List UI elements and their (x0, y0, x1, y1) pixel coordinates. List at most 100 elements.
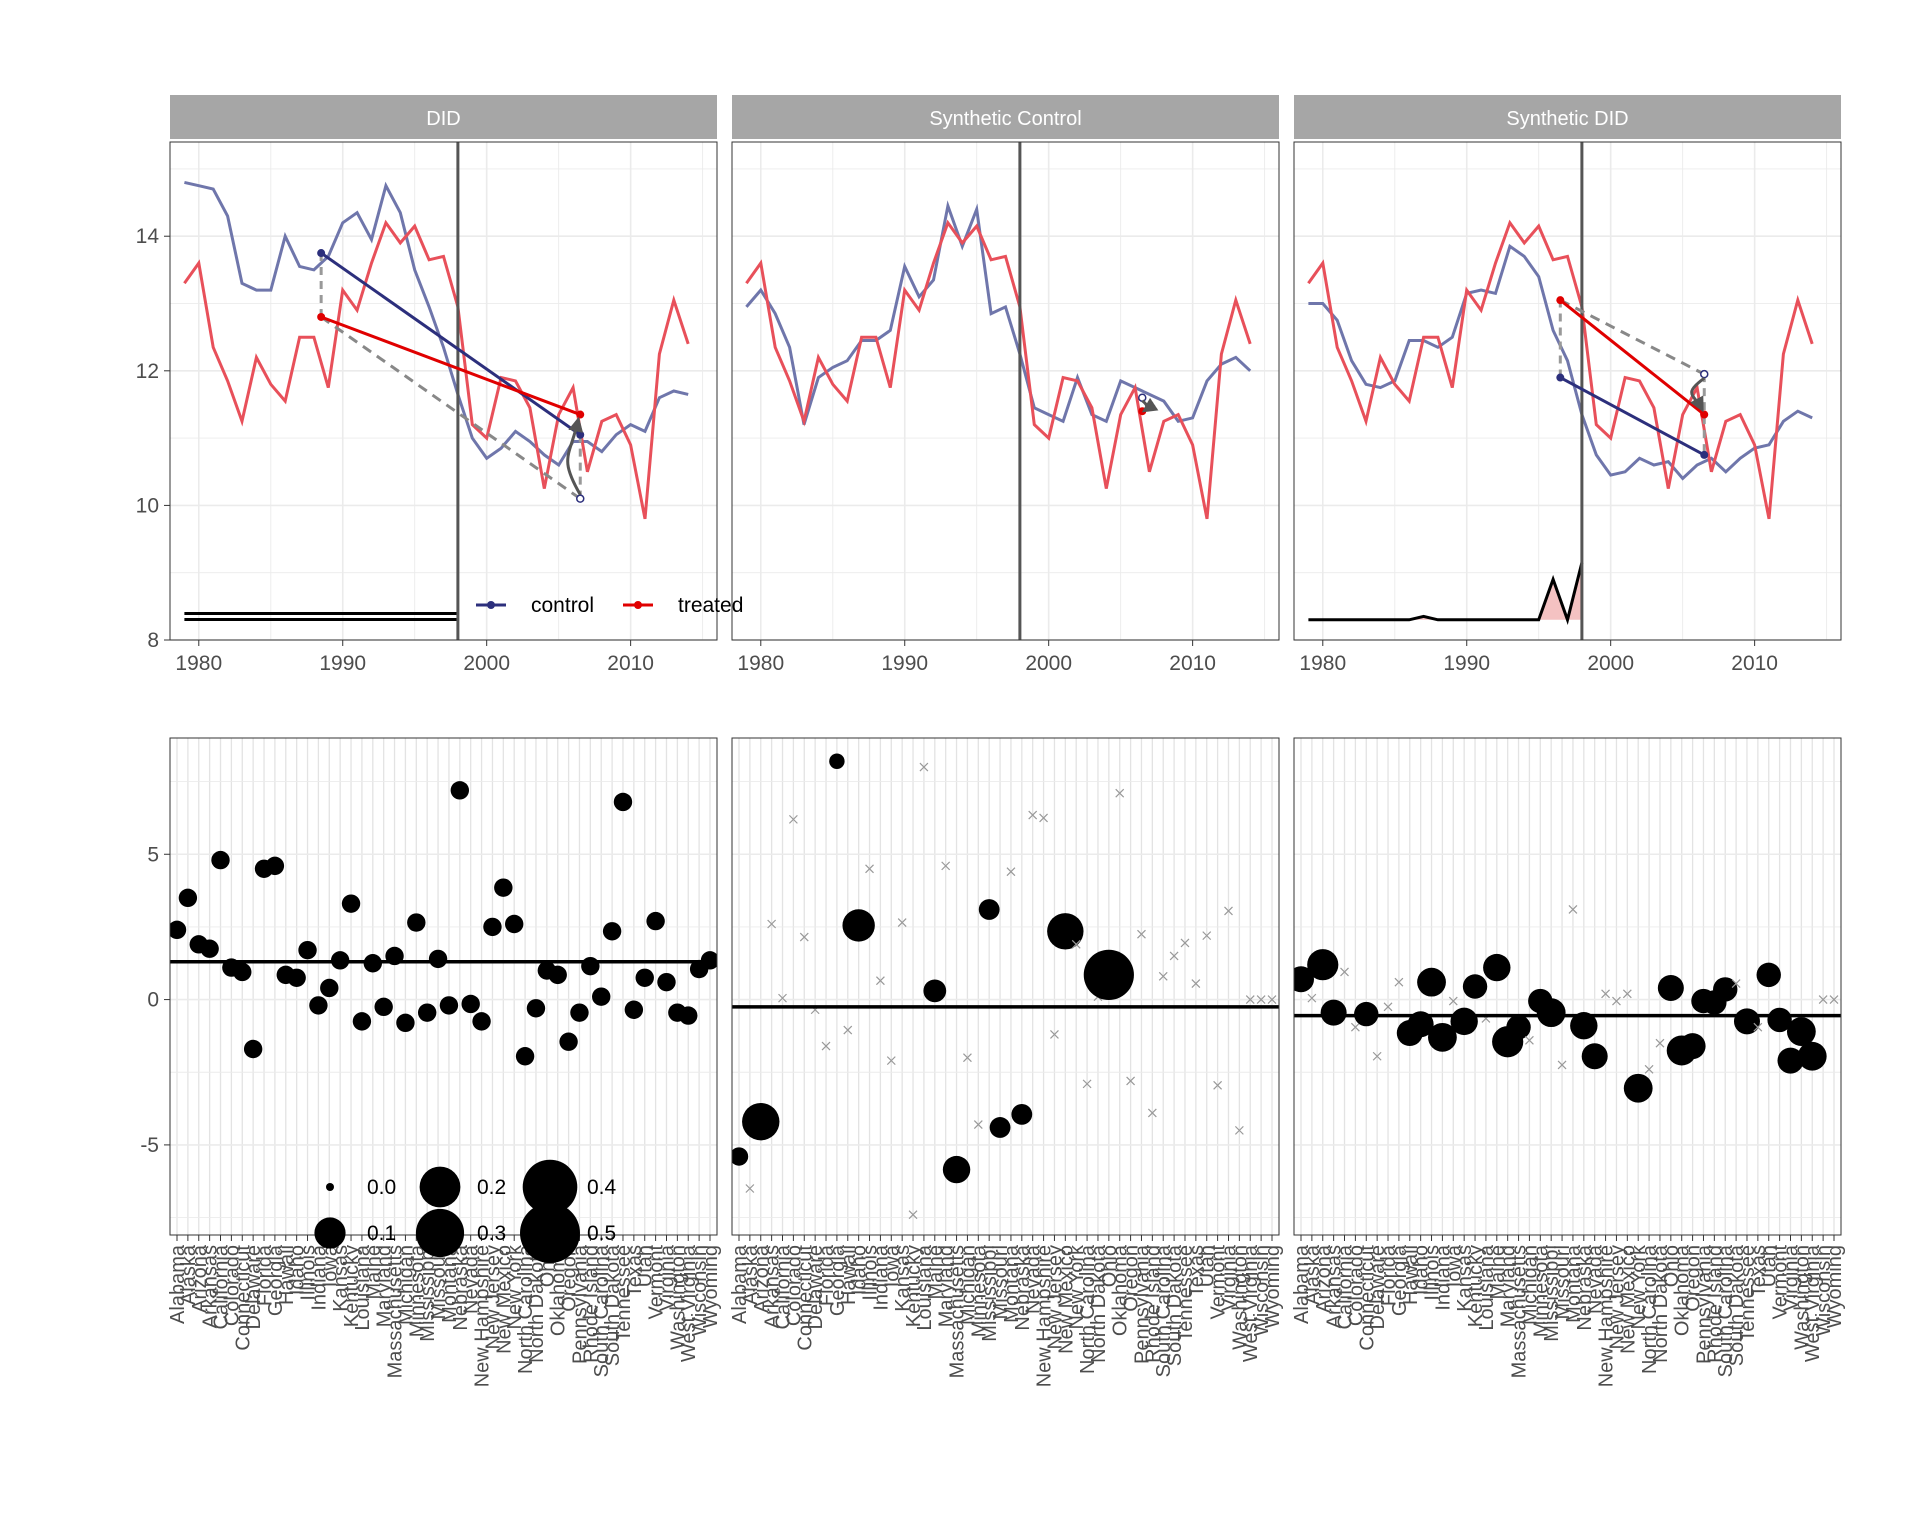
legend-label-treated: treated (678, 594, 743, 617)
state-estimate-cross (1082, 1079, 1092, 1089)
state-estimate-cross (973, 1120, 983, 1129)
state-estimate-cross (886, 1056, 896, 1066)
treated-series (745, 219, 1252, 520)
x-tick-label: 2000 (463, 652, 510, 675)
effect-arrow (1141, 397, 1159, 413)
state-label: Delaware (1367, 1245, 1389, 1329)
state-estimate-point (1428, 1022, 1457, 1052)
state-label: Iowa (1443, 1244, 1465, 1287)
state-label: Iowa (881, 1244, 903, 1287)
state-estimate-point (1011, 1103, 1033, 1125)
state-label: Alabama (1291, 1244, 1313, 1324)
effect-arrow (566, 416, 584, 496)
state-estimate-cross (1731, 979, 1741, 989)
top-panel-synthetic-did: Synthetic DID 1980 1990 2000 2010 (1293, 95, 1842, 675)
state-label: Louisiana (914, 1244, 936, 1331)
state-label: Texas (1186, 1245, 1208, 1297)
state-estimate-cross (1307, 993, 1317, 1003)
state-estimate-point (942, 1155, 971, 1184)
facet-label: Synthetic Control (929, 108, 1081, 130)
state-estimate-point (341, 894, 361, 913)
state-label: New Jersey (1606, 1245, 1628, 1349)
facet-strip (732, 95, 1279, 139)
state-estimate-cross (778, 993, 787, 1003)
state-label: Washington (1229, 1245, 1251, 1350)
state-label: New Jersey (482, 1245, 504, 1349)
treated-point (576, 410, 585, 419)
state-estimate-point (613, 792, 633, 812)
state-estimate-point (505, 914, 524, 934)
bottom-panel-synthetic-did: AlabamaAlaskaArizonaArkansasCaliforniaCo… (1291, 737, 1846, 1387)
bottom-panel-did: AlabamaAlaskaArizonaArkansasCaliforniaCo… (140, 737, 722, 1387)
state-label: Illinois (1422, 1245, 1444, 1301)
x-tick-label: 1980 (737, 652, 784, 675)
state-estimate-point (298, 940, 317, 960)
state-label: Texas (624, 1245, 646, 1297)
state-label: California (211, 1244, 233, 1329)
state-label: Tennessee (1737, 1245, 1759, 1342)
state-estimate-point (374, 997, 393, 1017)
state-estimate-cross (963, 1053, 972, 1063)
state-label: Kentucky (903, 1245, 925, 1327)
state-estimate-point (1623, 1073, 1653, 1103)
state-label: Massachusetts (947, 1245, 969, 1378)
state-label: Ohio (1099, 1245, 1121, 1287)
state-estimate-cross (1234, 1125, 1244, 1135)
size-legend-label: 0.4 (587, 1176, 617, 1199)
size-legend-key (419, 1166, 461, 1208)
state-estimate-cross (1753, 1022, 1763, 1032)
state-label: Oklahoma (1672, 1244, 1694, 1336)
state-label: Wyoming (1262, 1245, 1284, 1328)
state-label: Indiana (1432, 1244, 1454, 1310)
state-label: Maine (1487, 1245, 1509, 1299)
state-estimate-point (1733, 1008, 1760, 1035)
state-label: Mississippi (979, 1245, 1001, 1342)
state-label: Oregon (1683, 1245, 1705, 1312)
counterfactual-dashed (1559, 298, 1705, 376)
state-estimate-point (1679, 1033, 1706, 1060)
state-estimate-cross (1169, 951, 1179, 961)
state-estimate-point (732, 1147, 749, 1166)
x-tick-label: 2010 (607, 652, 654, 675)
state-label: Arkansas (200, 1245, 222, 1328)
x-tick-label: 2010 (1169, 652, 1216, 675)
state-label: Ohio (1661, 1245, 1683, 1287)
state-label: Minnesota (968, 1244, 990, 1337)
state-estimate-point (602, 922, 622, 941)
facet-label: Synthetic DID (1506, 108, 1628, 130)
size-legend-key (326, 1183, 334, 1191)
state-label: North Dakota (1650, 1244, 1672, 1363)
state-label: Connecticut (232, 1245, 254, 1351)
state-estimate-cross (745, 1184, 755, 1193)
panel-border (731, 141, 1280, 641)
treated-point (1700, 410, 1709, 419)
x-tick-label: 1990 (881, 652, 928, 675)
state-label: California (1335, 1244, 1357, 1329)
plot-background (170, 142, 717, 640)
state-label: Indiana (870, 1244, 892, 1310)
state-label: Massachusetts (385, 1245, 407, 1378)
state-estimate-point (657, 972, 676, 992)
state-label: New Hampshire (472, 1245, 494, 1387)
state-estimate-point (1320, 999, 1347, 1026)
state-estimate-point (548, 965, 567, 985)
state-label: Oklahoma (1110, 1244, 1132, 1336)
treated-point (317, 312, 326, 321)
state-estimate-point (842, 909, 875, 942)
state-label: Nebraska (1574, 1244, 1596, 1330)
size-legend-label: 0.2 (477, 1176, 506, 1199)
state-label: South Dakota (1164, 1244, 1186, 1366)
state-label: Maine (363, 1245, 385, 1299)
state-label: Kansas (1454, 1245, 1476, 1312)
panel-border (1293, 141, 1842, 641)
state-label: Illinois (860, 1245, 882, 1301)
state-estimate-cross (897, 918, 907, 927)
state-label: Illinois (298, 1245, 320, 1301)
state-estimate-cross (1039, 813, 1048, 823)
state-estimate-point (1657, 974, 1684, 1001)
state-estimate-point (320, 978, 339, 998)
state-label: Georgia (1389, 1244, 1411, 1316)
state-estimate-point (624, 1000, 644, 1019)
state-label: Virginia (1219, 1244, 1241, 1311)
plot-background (1294, 738, 1841, 1235)
